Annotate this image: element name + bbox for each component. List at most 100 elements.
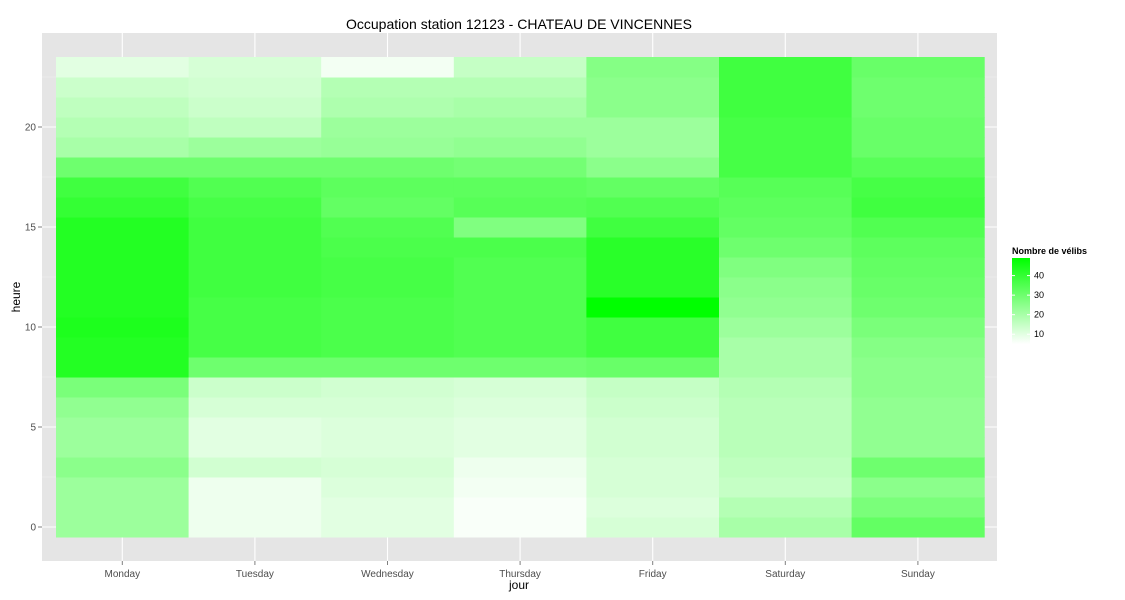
heatmap-cell bbox=[321, 237, 455, 258]
heatmap-cell bbox=[719, 257, 853, 278]
heatmap-cell bbox=[851, 497, 985, 518]
y-tick-label: 10 bbox=[25, 323, 37, 334]
heatmap-cell bbox=[188, 357, 322, 378]
heatmap-cell bbox=[586, 137, 720, 158]
heatmap-cell bbox=[851, 357, 985, 378]
legend-tick-label: 10 bbox=[1034, 329, 1044, 339]
heatmap-cell bbox=[851, 377, 985, 398]
heatmap-cell bbox=[719, 97, 853, 118]
heatmap-cell bbox=[321, 57, 455, 78]
heatmap-cell bbox=[321, 517, 455, 538]
heatmap-cell bbox=[586, 277, 720, 298]
heatmap-cell bbox=[586, 237, 720, 258]
heatmap-cell bbox=[56, 77, 190, 98]
heatmap-cell bbox=[453, 177, 587, 198]
heatmap-cell bbox=[56, 57, 190, 78]
heatmap-cell bbox=[719, 337, 853, 358]
heatmap-cell bbox=[56, 357, 190, 378]
heatmap-cell bbox=[586, 217, 720, 238]
y-tick-label: 0 bbox=[30, 523, 36, 534]
heatmap-cell bbox=[56, 477, 190, 498]
heatmap-cell bbox=[719, 477, 853, 498]
heatmap-cell bbox=[586, 57, 720, 78]
heatmap-cell bbox=[188, 137, 322, 158]
heatmap-cell bbox=[851, 77, 985, 98]
heatmap-cell bbox=[586, 477, 720, 498]
heatmap-cell bbox=[586, 457, 720, 478]
heatmap-cell bbox=[56, 337, 190, 358]
heatmap-cells bbox=[56, 57, 985, 538]
heatmap-cell bbox=[321, 117, 455, 138]
heatmap-cell bbox=[851, 157, 985, 178]
heatmap-cell bbox=[851, 477, 985, 498]
heatmap-cell bbox=[56, 257, 190, 278]
heatmap-cell bbox=[56, 297, 190, 318]
x-tick-label: Saturday bbox=[765, 569, 805, 580]
heatmap-cell bbox=[321, 417, 455, 438]
heatmap-cell bbox=[321, 437, 455, 458]
heatmap-cell bbox=[453, 357, 587, 378]
heatmap-cell bbox=[56, 277, 190, 298]
heatmap-cell bbox=[586, 397, 720, 418]
heatmap-cell bbox=[188, 177, 322, 198]
heatmap-cell bbox=[851, 237, 985, 258]
heatmap-cell bbox=[188, 477, 322, 498]
heatmap-cell bbox=[719, 397, 853, 418]
heatmap-cell bbox=[586, 517, 720, 538]
heatmap-cell bbox=[56, 317, 190, 338]
heatmap-cell bbox=[719, 77, 853, 98]
heatmap-cell bbox=[321, 197, 455, 218]
heatmap-cell bbox=[719, 517, 853, 538]
heatmap-cell bbox=[321, 77, 455, 98]
heatmap-cell bbox=[321, 97, 455, 118]
heatmap-cell bbox=[56, 97, 190, 118]
heatmap-cell bbox=[188, 237, 322, 258]
heatmap-cell bbox=[188, 77, 322, 98]
heatmap-cell bbox=[851, 517, 985, 538]
legend-tick-label: 30 bbox=[1034, 290, 1044, 300]
heatmap-cell bbox=[188, 157, 322, 178]
heatmap-cell bbox=[851, 217, 985, 238]
heatmap-cell bbox=[719, 137, 853, 158]
heatmap-cell bbox=[453, 517, 587, 538]
heatmap-cell bbox=[453, 237, 587, 258]
heatmap-cell bbox=[851, 457, 985, 478]
heatmap-cell bbox=[851, 437, 985, 458]
heatmap-cell bbox=[719, 157, 853, 178]
legend-tick-label: 40 bbox=[1034, 271, 1044, 281]
x-tick-label: Friday bbox=[639, 569, 667, 580]
x-axis-title: jour bbox=[508, 578, 529, 592]
heatmap-cell bbox=[453, 457, 587, 478]
heatmap-cell bbox=[188, 517, 322, 538]
heatmap-cell bbox=[56, 497, 190, 518]
heatmap-cell bbox=[56, 117, 190, 138]
heatmap-cell bbox=[586, 257, 720, 278]
heatmap-cell bbox=[719, 377, 853, 398]
heatmap-cell bbox=[719, 177, 853, 198]
heatmap-cell bbox=[586, 377, 720, 398]
heatmap-cell bbox=[586, 97, 720, 118]
heatmap-cell bbox=[719, 57, 853, 78]
heatmap-cell bbox=[321, 277, 455, 298]
heatmap-cell bbox=[188, 497, 322, 518]
heatmap-cell bbox=[851, 57, 985, 78]
heatmap-cell bbox=[453, 217, 587, 238]
heatmap-cell bbox=[56, 237, 190, 258]
heatmap-cell bbox=[586, 197, 720, 218]
heatmap-cell bbox=[453, 417, 587, 438]
heatmap-cell bbox=[719, 277, 853, 298]
heatmap-cell bbox=[453, 377, 587, 398]
heatmap-cell bbox=[321, 477, 455, 498]
heatmap-cell bbox=[56, 157, 190, 178]
heatmap-cell bbox=[586, 357, 720, 378]
heatmap-cell bbox=[188, 57, 322, 78]
heatmap-cell bbox=[586, 337, 720, 358]
heatmap-cell bbox=[188, 97, 322, 118]
heatmap-cell bbox=[453, 77, 587, 98]
heatmap-cell bbox=[321, 177, 455, 198]
heatmap-cell bbox=[188, 297, 322, 318]
heatmap-cell bbox=[851, 137, 985, 158]
heatmap-cell bbox=[851, 337, 985, 358]
heatmap-cell bbox=[321, 257, 455, 278]
